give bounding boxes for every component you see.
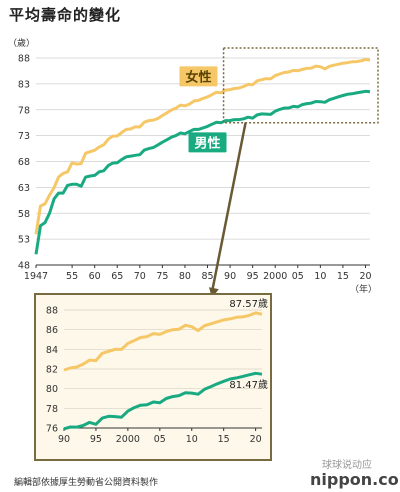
inset-y-tick-label: 88 <box>46 306 58 317</box>
zoom-arrow-shaft <box>210 122 247 293</box>
inset-end-labels: 87.57歲 81.47歲 <box>229 297 268 391</box>
main-y-tick-label: 53 <box>18 235 30 246</box>
main-y-tick-label: 73 <box>18 131 30 142</box>
inset-y-tick-label: 84 <box>46 345 58 356</box>
inset-x-tick-label: 2000 <box>116 434 140 445</box>
inset-series-line-male <box>63 371 263 431</box>
main-x-tick-label: 15 <box>337 271 349 282</box>
main-x-tick-label: 60 <box>89 271 101 282</box>
main-y-tick-label: 58 <box>18 209 30 220</box>
series-line-female <box>34 58 371 235</box>
main-x-tick-label: 05 <box>292 271 304 282</box>
inset-frame <box>34 293 272 461</box>
main-x-tick-label: 55 <box>66 271 78 282</box>
series-label-female: 女性 <box>185 69 211 85</box>
inset-gridlines <box>64 309 262 429</box>
y-unit-label: （歲） <box>8 37 35 49</box>
main-x-ticks: 1947 55 60 65 70 75 80 85 90 95 2000 05 10 15 20 <box>24 265 372 282</box>
main-y-tick-label: 68 <box>18 157 30 168</box>
series-label-male: 男性 <box>195 135 221 151</box>
main-y-tick-label: 48 <box>18 261 30 272</box>
inset-x-tick-label: 15 <box>218 434 230 445</box>
main-x-tick-label: 80 <box>179 271 191 282</box>
inset-y-tick-label: 80 <box>46 384 58 395</box>
zoom-highlight-frame <box>222 47 379 124</box>
series-badge-male <box>188 132 227 153</box>
main-x-tick-label: 90 <box>224 271 236 282</box>
inset-y-tick-label: 76 <box>46 424 58 435</box>
inset-x-tick-label: 90 <box>58 434 70 445</box>
inset-end-label-male: 81.47歲 <box>229 378 268 391</box>
inset-x-ticks: 90 95 2000 05 10 15 20 <box>58 428 262 445</box>
page-title: 平均壽命的變化 <box>9 6 122 24</box>
main-y-tick-label: 83 <box>18 79 30 90</box>
main-series-lines <box>34 58 371 255</box>
main-y-tick-label: 78 <box>18 105 30 116</box>
main-gridlines <box>36 57 370 266</box>
main-x-tick-label: 70 <box>134 271 146 282</box>
x-unit-label: （年） <box>350 283 377 295</box>
inset-series-line-female <box>63 311 263 372</box>
main-x-tick-label: 2000 <box>263 271 287 282</box>
inset-end-label-female: 87.57歲 <box>229 297 268 310</box>
main-chart: （歲） （年） 48 53 58 63 68 73 78 83 88 1947 55 60 65 70 7… <box>8 37 377 295</box>
main-x-tick-label: 95 <box>247 271 259 282</box>
inset-x-tick-label: 20 <box>250 434 262 445</box>
inset-series-lines <box>63 311 263 431</box>
brand-logo: nippon.com <box>310 470 400 489</box>
main-y-tick-label: 63 <box>18 183 30 194</box>
inset-y-tick-label: 78 <box>46 404 58 415</box>
inset-x-tick-label: 05 <box>154 434 166 445</box>
series-badge-female <box>179 66 218 87</box>
main-x-tick-label: 1947 <box>24 271 48 282</box>
main-x-tick-label: 75 <box>156 271 168 282</box>
series-line-male <box>34 89 371 255</box>
inset-chart: 76 78 80 82 84 86 88 90 95 2000 05 10 15 20 87.57歲 81… <box>34 293 272 461</box>
inset-y-tick-label: 82 <box>46 365 58 376</box>
main-y-ticks: 48 53 58 63 68 73 78 83 88 <box>18 54 30 272</box>
source-note: 編輯部依據厚生勞動省公開資料製作 <box>14 478 159 488</box>
inset-y-ticks: 76 78 80 82 84 86 88 <box>46 306 58 435</box>
inset-x-tick-label: 10 <box>186 434 198 445</box>
inset-y-tick-label: 86 <box>46 325 58 336</box>
main-x-tick-label: 10 <box>314 271 326 282</box>
main-x-tick-label: 20 <box>359 271 371 282</box>
watermark: 球球说动应 <box>322 460 372 471</box>
main-y-tick-label: 88 <box>18 54 30 65</box>
main-x-tick-label: 85 <box>201 271 213 282</box>
inset-x-tick-label: 95 <box>90 434 102 445</box>
main-x-tick-label: 65 <box>111 271 123 282</box>
